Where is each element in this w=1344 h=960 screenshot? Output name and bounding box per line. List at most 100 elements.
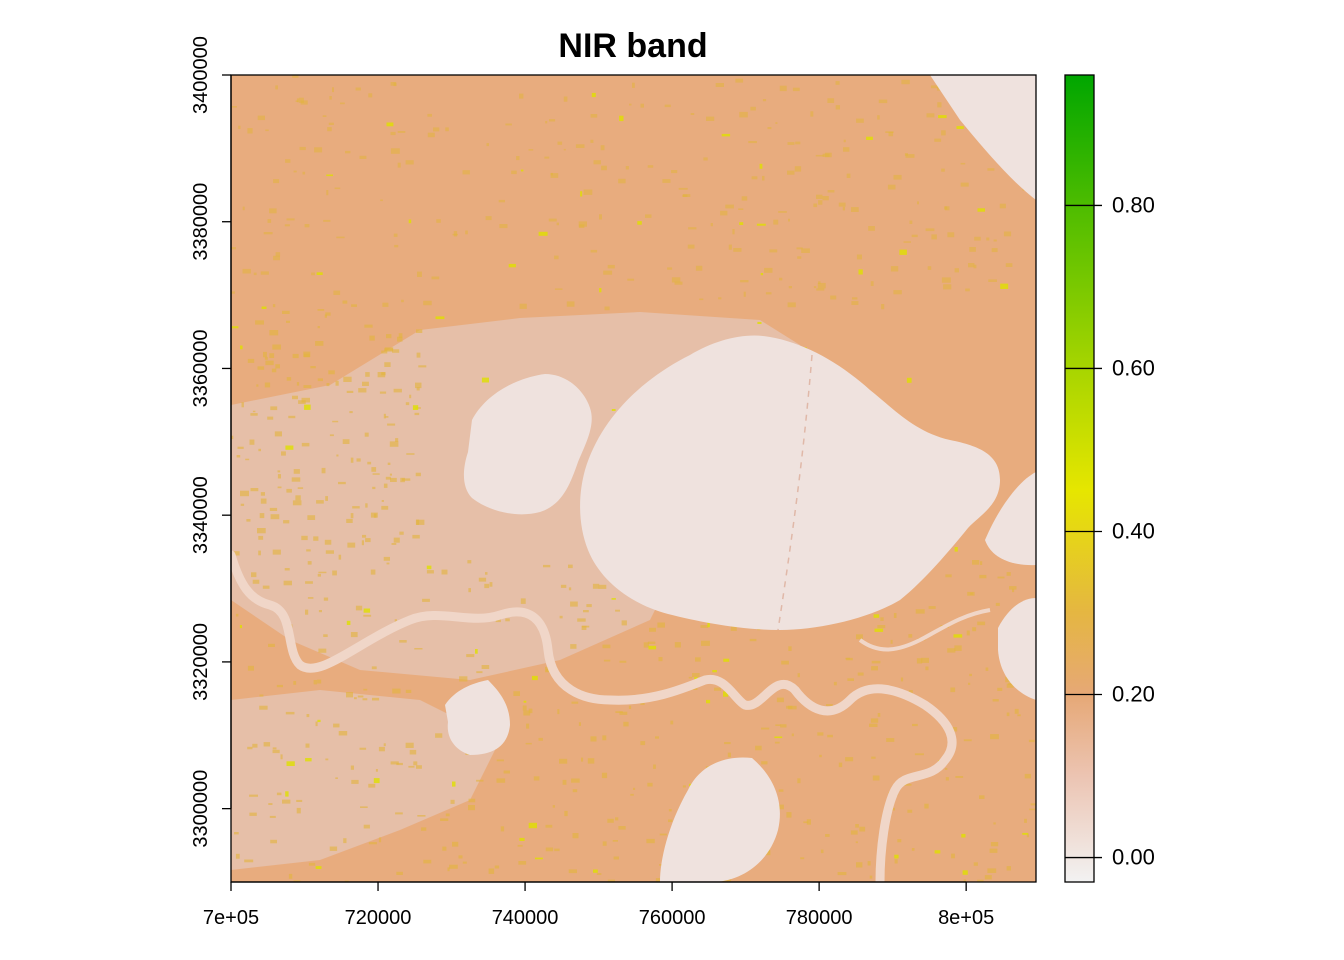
vegetation-patch xyxy=(545,121,548,124)
vegetation-patch xyxy=(985,667,989,671)
vegetation-patch xyxy=(526,723,530,729)
vegetation-patch xyxy=(525,742,532,745)
vegetation-patch xyxy=(909,220,913,224)
vegetation-patch xyxy=(427,113,432,117)
vegetation-patch xyxy=(390,131,396,136)
vegetation-patch xyxy=(347,542,356,548)
vegetation-patch xyxy=(257,528,266,534)
vegetation-patch xyxy=(671,277,681,283)
vegetation-patch xyxy=(345,150,351,154)
vegetation-patch xyxy=(270,514,280,520)
vegetation-patch xyxy=(315,341,324,346)
vegetation-patch xyxy=(268,803,273,805)
vegetation-patch xyxy=(973,862,978,866)
vegetation-patch xyxy=(688,676,693,679)
vegetation-patch xyxy=(412,405,419,410)
vegetation-patch xyxy=(268,643,275,647)
vegetation-patch xyxy=(632,82,635,88)
vegetation-patch xyxy=(890,639,893,644)
vegetation-patch xyxy=(1006,712,1010,717)
vegetation-patch xyxy=(880,617,884,621)
vegetation-patch xyxy=(265,129,269,132)
vegetation-patch xyxy=(870,718,879,723)
vegetation-patch xyxy=(781,660,789,665)
vegetation-patch xyxy=(564,810,568,817)
east-lagoon-south xyxy=(998,598,1036,700)
vegetation-patch xyxy=(549,119,556,122)
vegetation-patch xyxy=(306,549,311,552)
vegetation-patch xyxy=(646,838,655,844)
vegetation-patch xyxy=(325,758,329,761)
vegetation-patch xyxy=(436,219,441,223)
vegetation-patch xyxy=(907,809,913,813)
vegetation-patch xyxy=(357,695,364,698)
vegetation-patch xyxy=(911,848,915,851)
vegetation-patch xyxy=(950,687,956,693)
vegetation-patch xyxy=(247,746,253,750)
vegetation-patch xyxy=(315,866,322,869)
vegetation-patch xyxy=(872,775,880,781)
vegetation-patch xyxy=(637,221,642,225)
vegetation-patch xyxy=(406,453,415,455)
vegetation-patch xyxy=(775,724,781,726)
vegetation-patch xyxy=(791,733,794,737)
legend-color-bar xyxy=(1064,74,1095,883)
vegetation-patch xyxy=(554,255,559,260)
vegetation-patch xyxy=(305,581,313,584)
vegetation-patch xyxy=(903,783,912,786)
vegetation-patch xyxy=(391,543,397,545)
vegetation-patch xyxy=(945,574,952,578)
vegetation-patch xyxy=(416,519,425,525)
vegetation-patch xyxy=(352,506,360,509)
vegetation-patch xyxy=(263,351,267,358)
vegetation-patch xyxy=(813,286,817,289)
vegetation-patch xyxy=(305,758,312,762)
vegetation-patch xyxy=(894,854,899,859)
vegetation-patch xyxy=(874,628,884,632)
vegetation-patch xyxy=(386,122,394,127)
vegetation-patch xyxy=(611,598,616,600)
vegetation-patch xyxy=(640,741,646,746)
vegetation-patch xyxy=(475,649,478,654)
vegetation-patch xyxy=(893,174,902,180)
vegetation-patch xyxy=(710,223,713,227)
vegetation-patch xyxy=(775,122,778,124)
vegetation-patch xyxy=(360,806,368,808)
vegetation-patch xyxy=(575,144,585,148)
vegetation-patch xyxy=(259,513,265,519)
vegetation-patch xyxy=(936,87,941,91)
vegetation-patch xyxy=(599,214,602,220)
vegetation-patch xyxy=(272,344,281,350)
vegetation-patch xyxy=(703,157,708,161)
vegetation-patch xyxy=(615,711,623,713)
vegetation-patch xyxy=(285,711,295,715)
vegetation-patch xyxy=(416,329,423,333)
vegetation-patch xyxy=(447,867,450,872)
vegetation-patch xyxy=(478,577,487,582)
vegetation-patch xyxy=(773,219,779,225)
vegetation-patch xyxy=(275,364,280,369)
vegetation-patch xyxy=(625,166,629,170)
vegetation-patch xyxy=(283,520,290,524)
vegetation-patch xyxy=(481,665,490,669)
vegetation-patch xyxy=(285,159,291,163)
vegetation-patch xyxy=(873,614,880,618)
vegetation-patch xyxy=(1009,586,1017,590)
vegetation-patch xyxy=(568,869,577,874)
vegetation-patch xyxy=(368,93,373,98)
vegetation-patch xyxy=(740,280,749,283)
vegetation-patch xyxy=(416,765,422,769)
y-tick-label: 3300000 xyxy=(190,770,212,848)
vegetation-patch xyxy=(300,100,308,105)
vegetation-patch xyxy=(340,102,345,105)
vegetation-patch xyxy=(572,789,578,793)
vegetation-patch xyxy=(621,620,627,626)
vegetation-patch xyxy=(326,383,330,387)
vegetation-patch xyxy=(249,812,257,816)
vegetation-patch xyxy=(382,302,389,307)
vegetation-patch xyxy=(643,642,649,648)
vegetation-patch xyxy=(968,682,971,685)
tributary xyxy=(858,608,991,652)
vegetation-patch xyxy=(563,148,566,151)
vegetation-patch xyxy=(259,705,268,710)
